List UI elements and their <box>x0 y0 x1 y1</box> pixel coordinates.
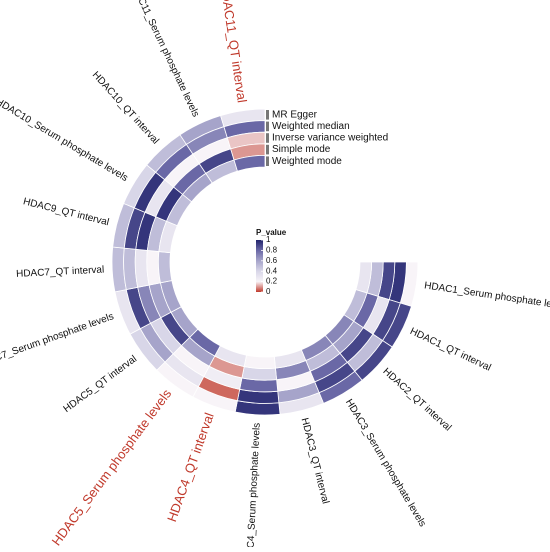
heat-cell <box>158 251 173 284</box>
sector-label: HDAC5_QT interval <box>62 354 139 415</box>
heat-cell <box>243 354 276 369</box>
legend-bar <box>266 110 269 120</box>
sector-label: HDAC3_Serum phosphate levels <box>343 397 428 529</box>
sector-label: HDAC11_QT interval <box>217 0 250 104</box>
sector-label: HDAC7_QT interval <box>16 265 105 280</box>
legend-label: Weighted median <box>272 121 350 132</box>
sector-label: HDAC10_Serum phosphate levels <box>0 96 130 184</box>
legend-bar <box>266 133 269 143</box>
colorbar <box>256 240 263 292</box>
sector-label: HDAC9_QT interval <box>22 196 110 228</box>
legend-bar <box>266 156 269 166</box>
colorbar-tick-label: 1 <box>266 235 271 244</box>
legend-label: Inverse variance weighted <box>272 133 388 144</box>
legend-label: Weighted mode <box>272 156 342 167</box>
sector-label: HDAC11_Serum phosphate levels <box>126 0 201 119</box>
colorbar-tick-label: 0.2 <box>266 277 278 286</box>
colorbar-title: P_value <box>256 228 287 237</box>
sector-label: HDAC10_QT interval <box>90 70 161 147</box>
sector-label: HDAC4_Serum phosphate levels <box>245 423 263 547</box>
sector-label: HDAC1_Serum phosphate levels <box>423 280 550 312</box>
legend-bar <box>266 121 269 132</box>
sector-label: HDAC3_QT interval <box>299 417 331 505</box>
colorbar-tick-label: 0.6 <box>266 256 278 265</box>
colorbar-tick-label: 0.8 <box>266 246 278 255</box>
heat-cell <box>233 154 266 172</box>
sector-label: HDAC7_Serum phosphate levels <box>0 311 115 371</box>
legend-label: MR Egger <box>272 109 318 120</box>
colorbar-tick-label: 0 <box>266 287 271 296</box>
sector-label: HDAC1_QT interval <box>408 326 492 374</box>
sector-label: HDAC4_QT interval <box>164 411 217 524</box>
sector-label: HDAC2_QT interval <box>381 366 454 433</box>
legend-bar <box>266 144 269 155</box>
legend-label: Simple mode <box>272 144 331 155</box>
colorbar-tick-label: 0.4 <box>266 266 278 275</box>
